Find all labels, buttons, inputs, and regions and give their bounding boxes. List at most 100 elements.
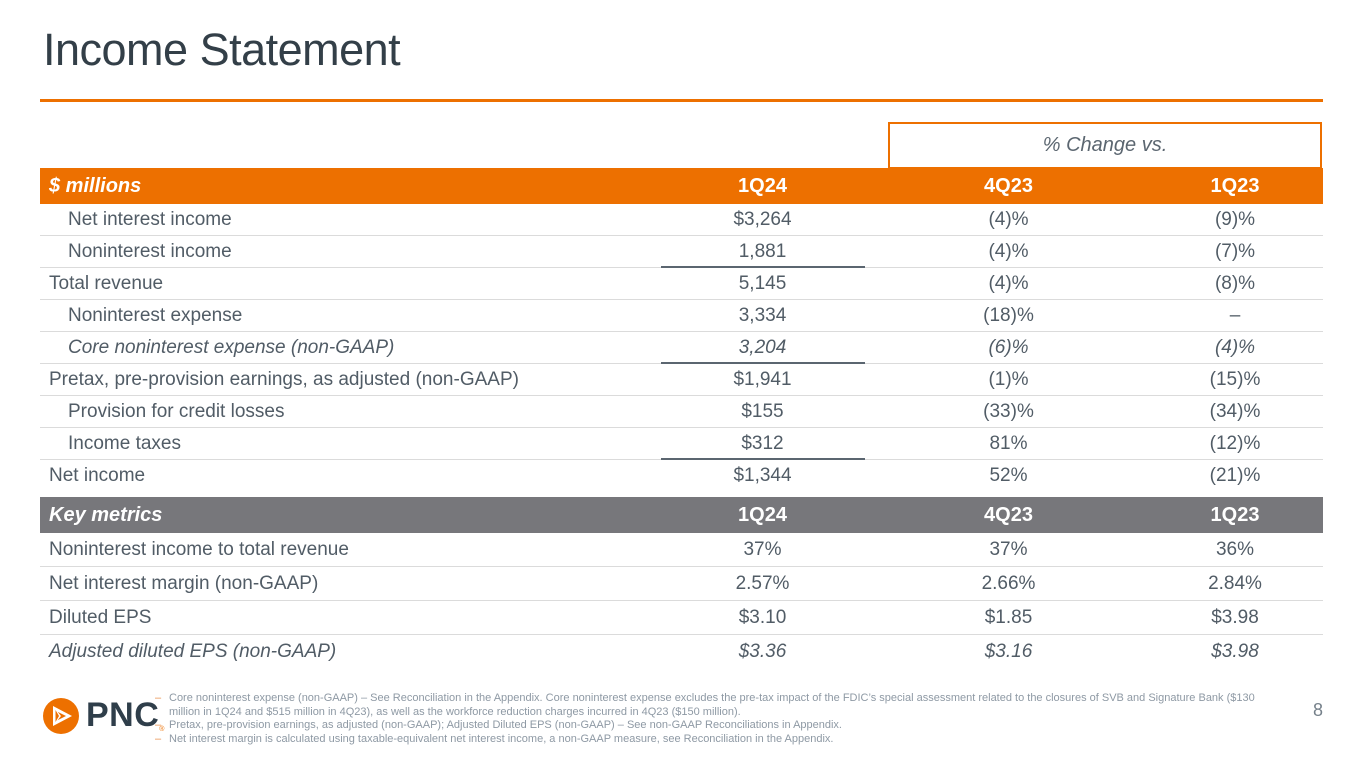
row-value: $155 — [741, 400, 784, 422]
row-value: 37% — [743, 538, 782, 560]
table-row: Adjusted diluted EPS (non-GAAP) $3.36 $3.1… — [40, 635, 1323, 669]
row-value: (12)% — [1209, 432, 1261, 454]
row-value: $3,264 — [733, 208, 792, 230]
income-statement-table: $ millions 1Q24 4Q23 1Q23 Net interest i… — [40, 168, 1323, 669]
row-label: Income taxes — [68, 432, 181, 454]
row-value: 3,334 — [738, 304, 787, 326]
table-row: Noninterest expense 3,334 (18)% – — [40, 300, 1323, 332]
row-value: 2.66% — [981, 572, 1036, 594]
table-row: Provision for credit losses $155 (33)% (34)… — [40, 396, 1323, 428]
row-label: Noninterest income to total revenue — [49, 538, 349, 560]
table-row: Net interest income $3,264 (4)% (9)% — [40, 204, 1323, 236]
row-value: $3.98 — [1211, 606, 1259, 628]
row-value: 2.84% — [1208, 572, 1262, 594]
income-table-header: $ millions 1Q24 4Q23 1Q23 — [40, 168, 1323, 204]
pnc-logo-icon — [43, 697, 79, 734]
pnc-logo-text: PNC — [86, 696, 160, 734]
footnotes: – Core noninterest expense (non-GAAP) – S… — [155, 692, 1280, 746]
row-value: $3.10 — [738, 606, 787, 628]
row-value: (4)% — [988, 208, 1029, 230]
income-header-4q23: 4Q23 — [984, 174, 1033, 197]
footnote: – Net interest margin is calculated using… — [155, 733, 1280, 747]
subtotal-underline — [660, 266, 865, 268]
footnote-text: Pretax, pre-provision earnings, as adjus… — [169, 719, 842, 731]
percent-change-vs-box: % Change vs. — [888, 122, 1322, 169]
income-header-1q23: 1Q23 — [1210, 174, 1260, 197]
footnote: – Pretax, pre-provision earnings, as adju… — [155, 719, 1280, 733]
footnote-dash: – — [155, 719, 162, 731]
row-value: 5,145 — [738, 272, 787, 294]
income-header-label: $ millions — [49, 174, 142, 197]
title-rule — [40, 99, 1323, 102]
row-label: Provision for credit losses — [68, 400, 285, 422]
row-label: Net interest income — [68, 208, 232, 230]
row-value: 2.57% — [735, 572, 790, 594]
row-label: Adjusted diluted EPS (non-GAAP) — [49, 641, 337, 662]
row-label: Net income — [49, 465, 146, 486]
row-value: (33)% — [983, 400, 1034, 422]
metrics-header-1q24: 1Q24 — [738, 503, 787, 526]
row-value: $3.36 — [738, 641, 787, 662]
row-value: 36% — [1215, 538, 1255, 560]
row-value: 1,881 — [655, 236, 870, 268]
table-row: Net interest margin (non-GAAP) 2.57% 2.66%… — [40, 567, 1323, 601]
percent-change-vs-label: % Change vs. — [1042, 134, 1168, 156]
row-value: (6)% — [988, 336, 1029, 358]
footnote-dash: – — [155, 732, 162, 745]
row-label: Diluted EPS — [49, 606, 152, 628]
row-label: Noninterest expense — [68, 304, 243, 326]
row-value: $3.98 — [1211, 641, 1259, 662]
footnote-dash: – — [155, 692, 162, 704]
row-label: Core noninterest expense (non-GAAP) — [68, 336, 395, 358]
row-value: (4)% — [988, 272, 1029, 294]
row-label: Pretax, pre-provision earnings, as adjus… — [49, 368, 519, 390]
table-row: Total revenue 5,145 (4)% (8)% — [40, 268, 1323, 300]
row-value: (9)% — [1214, 208, 1256, 230]
pnc-logo: PNC ® — [42, 696, 164, 735]
row-value: (4)% — [988, 240, 1029, 262]
subtotal-underline — [660, 458, 865, 460]
row-value: $1.85 — [984, 606, 1033, 628]
row-label: Noninterest income — [68, 240, 232, 262]
row-value: (7)% — [1214, 240, 1256, 262]
row-value: 37% — [989, 538, 1028, 560]
footnote-text: Core noninterest expense (non-GAAP) – Se… — [169, 692, 1255, 718]
table-row: Noninterest income 1,881 (4)% (7)% — [40, 236, 1323, 268]
row-value: 3,204 — [655, 332, 870, 364]
income-header-1q24: 1Q24 — [738, 174, 787, 197]
row-value: 52% — [989, 465, 1028, 486]
row-value: $312 — [655, 428, 870, 460]
table-row: Income taxes $312 81% (12)% — [40, 428, 1323, 460]
row-label: Total revenue — [49, 272, 164, 294]
row-label: Net interest margin (non-GAAP) — [49, 572, 319, 594]
row-value: (8)% — [1214, 272, 1256, 294]
row-value: (1)% — [988, 368, 1029, 390]
table-row: Pretax, pre-provision earnings, as adjus… — [40, 364, 1323, 396]
table-row: Core noninterest expense (non-GAAP) 3,204… — [40, 332, 1323, 364]
metrics-table-header: Key metrics 1Q24 4Q23 1Q23 — [40, 497, 1323, 533]
footnote: – Core noninterest expense (non-GAAP) – S… — [155, 692, 1280, 719]
metrics-header-4q23: 4Q23 — [984, 503, 1033, 526]
row-value: (21)% — [1209, 465, 1261, 486]
metrics-table-body: Noninterest income to total revenue 37% 37… — [40, 533, 1323, 669]
metrics-header-1q23: 1Q23 — [1210, 503, 1260, 526]
income-table-body: Net interest income $3,264 (4)% (9)% Noninte… — [40, 204, 1323, 492]
row-value: 81% — [989, 432, 1028, 454]
row-value: – — [1229, 304, 1241, 326]
subtotal-underline — [660, 362, 865, 364]
row-value: (18)% — [983, 304, 1034, 326]
page-number: 8 — [1312, 700, 1323, 720]
key-metrics-table: Key metrics 1Q24 4Q23 1Q23 Noninterest i… — [40, 497, 1323, 669]
table-row: Noninterest income to total revenue 37% 37… — [40, 533, 1323, 567]
row-value: (34)% — [1209, 400, 1261, 422]
page-title: Income Statement — [43, 24, 401, 75]
row-value: $3.16 — [984, 641, 1033, 662]
registered-mark: ® — [159, 726, 165, 733]
table-row: Net income $1,344 52% (21)% — [40, 460, 1323, 492]
row-value: $1,344 — [733, 465, 792, 486]
row-value: (15)% — [1209, 368, 1261, 390]
footnote-text: Net interest margin is calculated using … — [169, 732, 834, 745]
table-row: Diluted EPS $3.10 $1.85 $3.98 — [40, 601, 1323, 635]
row-value: (4)% — [1214, 336, 1256, 358]
